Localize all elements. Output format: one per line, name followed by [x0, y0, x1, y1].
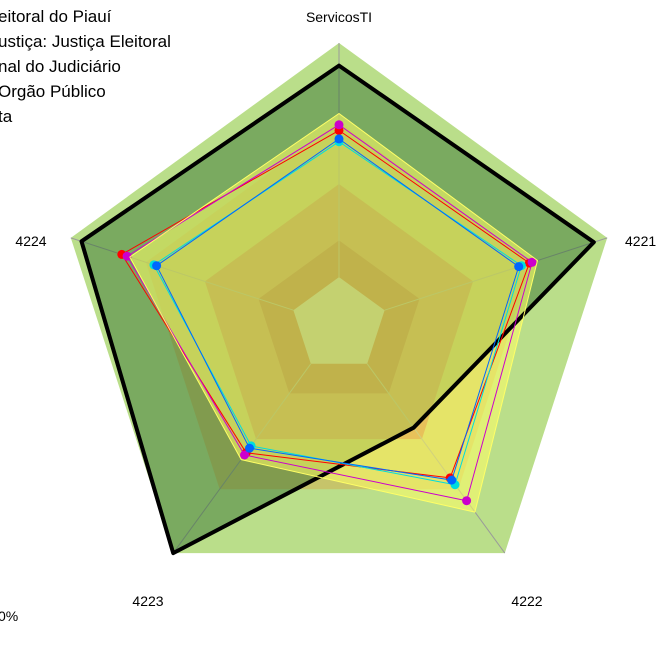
legend-entry: ustiça: Justiça Eleitoral: [0, 32, 171, 51]
axis-label-4224: 4224: [15, 233, 46, 249]
legend: eitoral do Piauí ustiça: Justiça Eleitor…: [0, 7, 171, 126]
series-point: [462, 496, 472, 506]
series-point: [447, 475, 457, 485]
series-point: [527, 257, 537, 267]
series-point: [245, 443, 254, 453]
series-line: [156, 138, 520, 481]
series-point: [334, 134, 344, 144]
series-point: [122, 251, 132, 261]
legend-entry: ta: [0, 107, 13, 126]
series-point: [334, 120, 344, 130]
axis-label-4223: 4223: [132, 593, 163, 609]
axis-label-4221: 4221: [625, 233, 656, 249]
series-point: [514, 262, 524, 272]
series-line: [79, 63, 596, 556]
series-line: [153, 141, 522, 486]
series-point: [240, 450, 249, 460]
footnote-text: 0%: [0, 608, 18, 624]
series-line: [121, 129, 530, 479]
axis-label-4222: 4222: [511, 593, 542, 609]
legend-entry: Orgão Público: [0, 82, 106, 101]
axis-labels: ServicosTI 4221 4222 4223 4224: [15, 9, 656, 609]
series-line: [129, 113, 538, 513]
legend-entry: nal do Judiciário: [0, 57, 121, 76]
axis-label-servicosti: ServicosTI: [306, 9, 372, 25]
series-point: [152, 261, 162, 271]
legend-entry: eitoral do Piauí: [0, 7, 112, 26]
radar-series: [79, 63, 596, 556]
